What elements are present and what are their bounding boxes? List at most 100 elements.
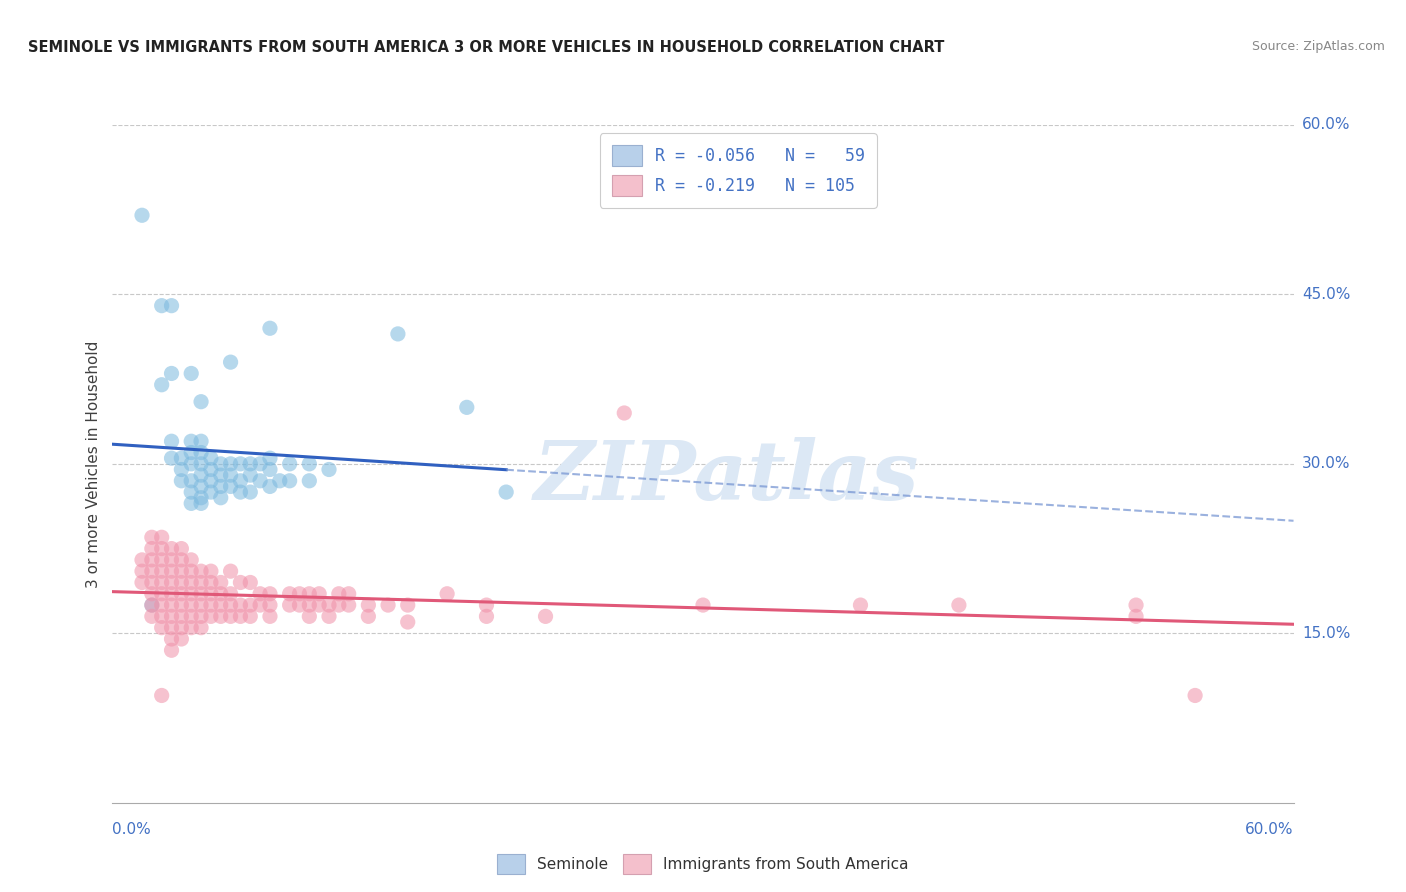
Point — [141, 553, 163, 567]
Point — [278, 587, 301, 601]
Point — [150, 541, 173, 556]
Y-axis label: 3 or more Vehicles in Household: 3 or more Vehicles in Household — [86, 340, 101, 588]
Text: 0.0%: 0.0% — [112, 822, 152, 837]
Point — [328, 587, 350, 601]
Point — [948, 598, 970, 612]
Point — [141, 575, 163, 590]
Point — [259, 598, 281, 612]
Point — [229, 485, 252, 500]
Point — [141, 598, 163, 612]
Point — [436, 587, 458, 601]
Point — [160, 564, 183, 578]
Point — [170, 621, 193, 635]
Point — [190, 587, 212, 601]
Point — [298, 598, 321, 612]
Text: ZIPatlas: ZIPatlas — [534, 437, 920, 517]
Point — [278, 457, 301, 471]
Point — [229, 474, 252, 488]
Point — [259, 451, 281, 466]
Point — [150, 587, 173, 601]
Text: 60.0%: 60.0% — [1302, 118, 1350, 132]
Point — [190, 621, 212, 635]
Point — [190, 598, 212, 612]
Point — [249, 457, 271, 471]
Point — [337, 587, 360, 601]
Text: 45.0%: 45.0% — [1302, 287, 1350, 301]
Point — [170, 474, 193, 488]
Text: 15.0%: 15.0% — [1302, 626, 1350, 640]
Point — [180, 445, 202, 459]
Point — [180, 575, 202, 590]
Point — [239, 609, 262, 624]
Point — [229, 609, 252, 624]
Point — [160, 541, 183, 556]
Point — [219, 609, 242, 624]
Text: 30.0%: 30.0% — [1302, 457, 1350, 471]
Point — [170, 553, 193, 567]
Text: SEMINOLE VS IMMIGRANTS FROM SOUTH AMERICA 3 OR MORE VEHICLES IN HOUSEHOLD CORREL: SEMINOLE VS IMMIGRANTS FROM SOUTH AMERIC… — [28, 40, 945, 55]
Point — [180, 587, 202, 601]
Point — [318, 462, 340, 476]
Point — [180, 621, 202, 635]
Point — [229, 575, 252, 590]
Point — [209, 491, 232, 505]
Text: Source: ZipAtlas.com: Source: ZipAtlas.com — [1251, 40, 1385, 54]
Point — [160, 451, 183, 466]
Point — [278, 474, 301, 488]
Point — [239, 457, 262, 471]
Point — [328, 598, 350, 612]
Point — [141, 609, 163, 624]
Point — [190, 564, 212, 578]
Point — [150, 598, 173, 612]
Point — [337, 598, 360, 612]
Point — [209, 587, 232, 601]
Point — [308, 598, 330, 612]
Point — [170, 598, 193, 612]
Point — [190, 575, 212, 590]
Point — [475, 609, 498, 624]
Point — [259, 587, 281, 601]
Point — [200, 451, 222, 466]
Point — [150, 689, 173, 703]
Point — [396, 615, 419, 629]
Point — [141, 587, 163, 601]
Point — [229, 598, 252, 612]
Point — [219, 564, 242, 578]
Point — [249, 474, 271, 488]
Point — [269, 474, 291, 488]
Point — [190, 496, 212, 510]
Point — [131, 553, 153, 567]
Point — [209, 479, 232, 493]
Point — [456, 401, 478, 415]
Point — [209, 468, 232, 483]
Point — [180, 564, 202, 578]
Point — [190, 491, 212, 505]
Point — [160, 598, 183, 612]
Point — [209, 457, 232, 471]
Point — [190, 394, 212, 409]
Point — [150, 609, 173, 624]
Point — [200, 474, 222, 488]
Point — [180, 553, 202, 567]
Point — [200, 598, 222, 612]
Point — [219, 457, 242, 471]
Point — [190, 468, 212, 483]
Point — [308, 587, 330, 601]
Point — [239, 468, 262, 483]
Point — [141, 564, 163, 578]
Point — [219, 355, 242, 369]
Point — [1125, 598, 1147, 612]
Point — [170, 587, 193, 601]
Point — [150, 377, 173, 392]
Point — [692, 598, 714, 612]
Point — [387, 326, 409, 341]
Point — [190, 445, 212, 459]
Point — [357, 598, 380, 612]
Point — [259, 462, 281, 476]
Point — [239, 485, 262, 500]
Point — [170, 541, 193, 556]
Point — [209, 609, 232, 624]
Point — [849, 598, 872, 612]
Point — [180, 367, 202, 381]
Point — [1125, 609, 1147, 624]
